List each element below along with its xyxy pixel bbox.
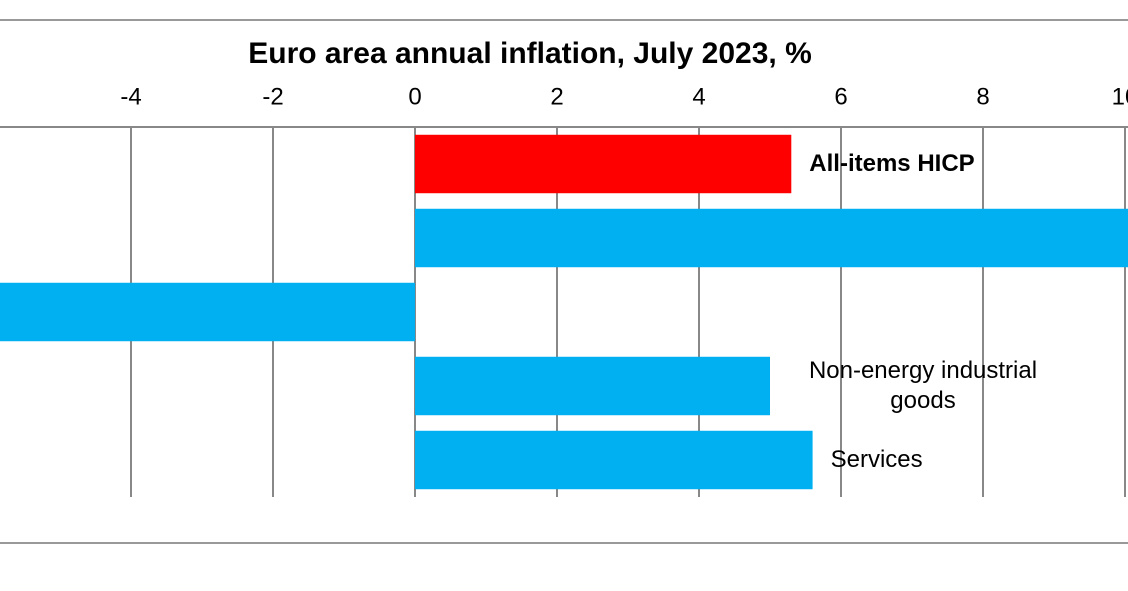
bar <box>415 208 1128 268</box>
bar <box>0 282 416 342</box>
x-tick-label: -2 <box>262 83 283 110</box>
x-tick-label: 10 <box>1112 83 1128 110</box>
bar <box>415 134 792 194</box>
x-tick-label: 0 <box>408 83 421 110</box>
bar <box>415 356 770 416</box>
x-tick-label: 2 <box>550 83 563 110</box>
bar <box>415 430 813 490</box>
x-tick-label: -4 <box>120 83 141 110</box>
x-tick-label: 6 <box>834 83 847 110</box>
bar-label: Services <box>830 446 923 473</box>
chart-title: Euro area annual inflation, July 2023, % <box>248 37 812 70</box>
bar-label: All-items HICP <box>809 150 975 177</box>
bar-label: Non-energy industrial goods <box>808 357 1038 414</box>
x-tick-label: 8 <box>976 83 989 110</box>
x-tick-label: 4 <box>692 83 705 110</box>
